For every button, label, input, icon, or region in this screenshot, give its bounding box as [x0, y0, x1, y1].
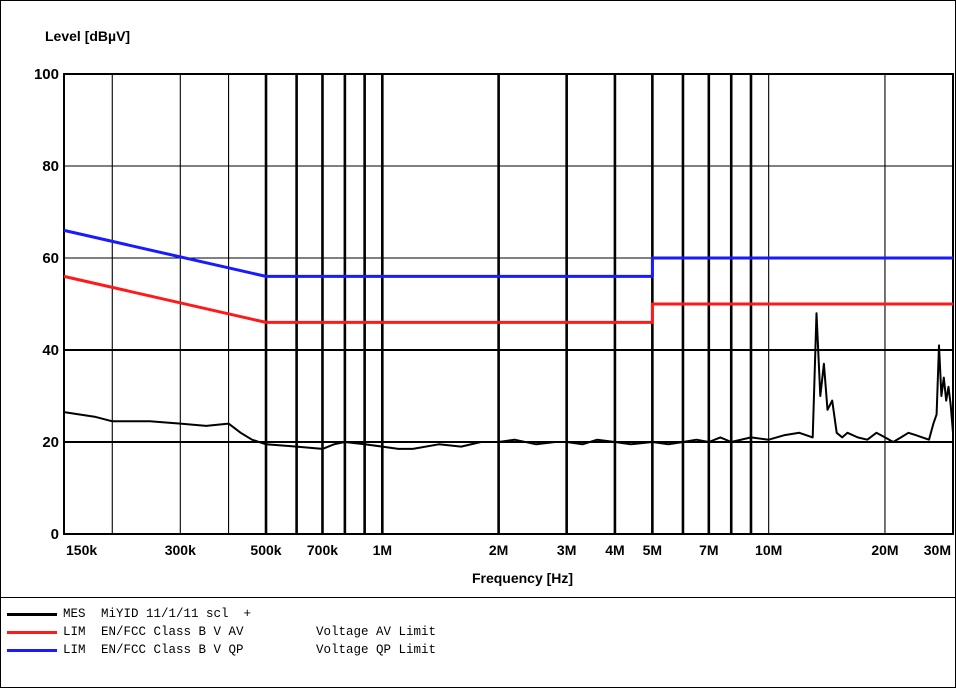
series-line-mes	[63, 312, 954, 450]
legend-entry-mes: MES MiYID 11/1/11 scl +	[7, 606, 316, 622]
legend-kind: LIM	[63, 643, 86, 657]
x-tick-label: 10M	[755, 542, 782, 558]
legend-desc: Voltage QP Limit	[316, 643, 437, 657]
y-tick-label: 60	[42, 250, 59, 267]
emission-chart: 0 20 40 60 80 100 150k 300k 500k 700k 1M 2M 3M 4M 5M 7M…	[34, 28, 954, 586]
x-tick-label: 1M	[373, 542, 392, 558]
legend-swatch-av	[7, 630, 57, 634]
y-tick-label: 20	[42, 434, 59, 451]
x-tick-label: 30M	[924, 542, 951, 558]
legend-swatch-mes	[7, 612, 57, 616]
legend-entry-qp-limit: LIM EN/FCC Class B V QP Voltage QP Limit	[7, 642, 436, 658]
x-tick-label: 4M	[605, 542, 624, 558]
legend-entry-av-limit: LIM EN/FCC Class B V AV Voltage AV Limit	[7, 624, 436, 640]
legend-name: MiYID 11/1/11 scl +	[101, 607, 252, 621]
legend-desc: Voltage AV Limit	[316, 625, 437, 639]
x-tick-label: 150k	[66, 542, 97, 558]
x-tick-label: 5M	[643, 542, 662, 558]
legend: MES MiYID 11/1/11 scl + LIM EN/FCC Class…	[1, 597, 955, 687]
x-tick-label: 2M	[489, 542, 508, 558]
y-tick-label: 100	[34, 66, 59, 83]
series-line-qp-limit	[63, 228, 953, 278]
x-tick-label: 500k	[250, 542, 281, 558]
legend-kind: LIM	[63, 625, 86, 639]
x-tick-label: 300k	[165, 542, 196, 558]
y-tick-label: 0	[51, 526, 59, 543]
legend-swatch-qp	[7, 648, 57, 652]
legend-name: EN/FCC Class B V AV	[101, 625, 244, 639]
x-tick-label: 7M	[699, 542, 718, 558]
x-tick-label: 700k	[307, 542, 338, 558]
series-line-av-limit	[63, 274, 953, 324]
y-axis-label: Level [dBµV]	[45, 28, 130, 44]
x-axis-label: Frequency [Hz]	[472, 570, 573, 586]
legend-name: EN/FCC Class B V QP	[101, 643, 244, 657]
y-tick-label: 80	[42, 158, 59, 175]
x-tick-label: 20M	[871, 542, 898, 558]
legend-kind: MES	[63, 607, 86, 621]
x-tick-label: 3M	[557, 542, 576, 558]
y-tick-label: 40	[42, 342, 59, 359]
